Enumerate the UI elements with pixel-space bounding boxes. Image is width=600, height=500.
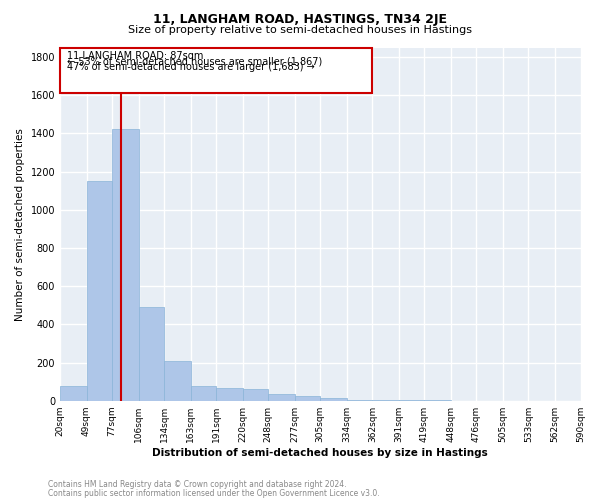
Bar bbox=[191, 386, 216, 400]
Bar bbox=[295, 396, 320, 400]
Bar bbox=[242, 390, 268, 400]
Y-axis label: Number of semi-detached properties: Number of semi-detached properties bbox=[15, 128, 25, 320]
Text: 11, LANGHAM ROAD, HASTINGS, TN34 2JE: 11, LANGHAM ROAD, HASTINGS, TN34 2JE bbox=[153, 12, 447, 26]
Bar bbox=[320, 398, 347, 400]
X-axis label: Distribution of semi-detached houses by size in Hastings: Distribution of semi-detached houses by … bbox=[152, 448, 488, 458]
Bar bbox=[216, 388, 242, 400]
Text: Contains HM Land Registry data © Crown copyright and database right 2024.: Contains HM Land Registry data © Crown c… bbox=[48, 480, 347, 489]
Bar bbox=[112, 128, 139, 400]
Text: Contains public sector information licensed under the Open Government Licence v3: Contains public sector information licen… bbox=[48, 489, 380, 498]
Bar bbox=[139, 307, 164, 400]
Text: 11 LANGHAM ROAD: 87sqm: 11 LANGHAM ROAD: 87sqm bbox=[67, 50, 204, 60]
Bar bbox=[86, 181, 112, 400]
Text: ← 53% of semi-detached houses are smaller (1,867): ← 53% of semi-detached houses are smalle… bbox=[67, 56, 323, 66]
Bar bbox=[268, 394, 295, 400]
Bar bbox=[164, 360, 191, 401]
Text: Size of property relative to semi-detached houses in Hastings: Size of property relative to semi-detach… bbox=[128, 25, 472, 35]
Text: 47% of semi-detached houses are larger (1,683) →: 47% of semi-detached houses are larger (… bbox=[67, 62, 315, 72]
FancyBboxPatch shape bbox=[60, 48, 373, 94]
Bar bbox=[60, 386, 86, 400]
